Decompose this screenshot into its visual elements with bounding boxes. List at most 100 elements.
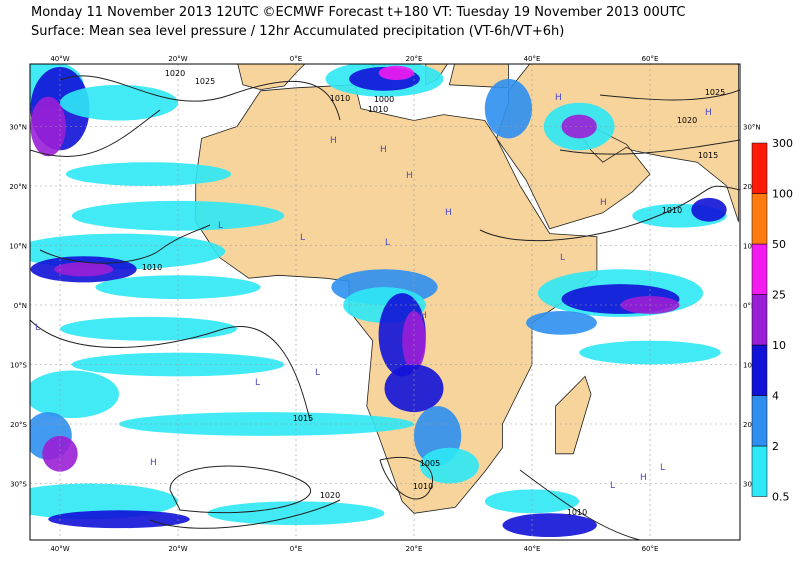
low-marker: L — [218, 221, 223, 231]
legend-label: 100 — [772, 188, 793, 201]
isobar — [169, 465, 312, 514]
low-marker: L — [660, 463, 665, 473]
precipitation-area — [384, 364, 444, 413]
isobar — [30, 109, 161, 157]
longitude-label: 40°E — [524, 545, 541, 553]
legend-label: 0.5 — [772, 491, 790, 504]
high-marker: H — [640, 473, 647, 483]
latitude-label: 10°S — [743, 362, 760, 370]
isobar-label: 1010 — [330, 94, 350, 103]
longitude-label: 20°W — [168, 55, 187, 63]
legend-label: 2 — [772, 440, 779, 453]
low-marker: L — [255, 378, 260, 388]
precipitation-area — [691, 197, 727, 222]
isobar — [519, 469, 641, 540]
land — [555, 375, 592, 455]
precipitation-area — [42, 435, 78, 472]
precipitation-area — [30, 96, 66, 157]
longitude-label: 40°E — [524, 55, 541, 63]
precipitation-area — [54, 262, 114, 277]
legend-swatch — [751, 344, 768, 396]
isobar-label: 1010 — [413, 482, 433, 491]
precipitation-area — [95, 275, 261, 300]
title: Monday 11 November 2013 12UTC ©ECMWF For… — [31, 5, 686, 20]
precipitation-area — [561, 114, 597, 139]
legend-swatch — [751, 142, 768, 194]
precipitation-area — [484, 489, 580, 514]
longitude-label: 60°E — [642, 55, 659, 63]
isobar-label: 1020 — [677, 116, 697, 125]
legend-swatch — [751, 294, 768, 346]
land — [496, 64, 739, 230]
legend-swatch — [751, 243, 768, 295]
high-marker: H — [600, 198, 607, 208]
high-marker: H — [445, 208, 452, 218]
isobar — [599, 89, 740, 101]
isobar — [479, 185, 740, 242]
low-marker: L — [300, 233, 305, 243]
latitude-label: 0°N — [743, 302, 756, 310]
latitude-label: 20°S — [10, 421, 27, 429]
longitude-label: 20°E — [406, 545, 423, 553]
precipitation-area — [30, 370, 119, 419]
isobar-label: 1015 — [698, 151, 718, 160]
precipitation-area — [60, 84, 178, 121]
longitude-label: 0°E — [290, 545, 302, 553]
precipitation-area — [30, 483, 178, 520]
legend-swatch — [751, 193, 768, 245]
longitude-label: 0°E — [290, 55, 302, 63]
latitude-label: 10°S — [10, 362, 27, 370]
precipitation-area — [502, 513, 597, 538]
high-marker: H — [420, 311, 427, 321]
isobar-label: 1000 — [374, 95, 394, 104]
isobar-label: 1020 — [320, 491, 340, 500]
low-marker: L — [560, 253, 565, 263]
precipitation-area — [60, 316, 237, 341]
high-marker: H — [555, 93, 562, 103]
longitude-label: 20°E — [406, 55, 423, 63]
latitude-label: 30°N — [9, 124, 27, 132]
precipitation-area — [207, 501, 385, 526]
longitude-label: 60°E — [642, 545, 659, 553]
low-marker: L — [35, 323, 40, 333]
legend-label: 300 — [772, 137, 793, 150]
longitude-label: 20°W — [168, 545, 187, 553]
precipitation-area — [378, 65, 414, 81]
isobar — [59, 75, 341, 121]
isobar — [379, 456, 433, 500]
low-marker: L — [60, 438, 65, 448]
high-marker: H — [705, 108, 712, 118]
isobar — [149, 499, 341, 529]
high-marker: H — [406, 171, 413, 181]
legend-swatch — [751, 445, 768, 497]
latitude-label: 30°S — [743, 481, 760, 489]
legend-label: 4 — [772, 390, 779, 403]
isobar-label: 1010 — [142, 263, 162, 272]
isobar-label: 1025 — [705, 88, 725, 97]
low-marker: L — [315, 368, 320, 378]
legend-label: 10 — [772, 339, 786, 352]
land — [448, 64, 509, 89]
isobar-label: 1010 — [662, 206, 682, 215]
precipitation-area — [526, 310, 597, 335]
isobar-label: 1010 — [567, 508, 587, 517]
high-marker: H — [150, 458, 157, 468]
precipitation-area — [579, 340, 721, 365]
latitude-label: 10°N — [9, 243, 27, 251]
isobar — [39, 224, 211, 264]
latitude-label: 30°N — [743, 124, 761, 132]
legend-label: 25 — [772, 289, 786, 302]
low-marker: L — [385, 238, 390, 248]
precipitation-area — [48, 510, 190, 529]
isobar-label: 1020 — [165, 69, 185, 78]
low-marker: L — [610, 481, 615, 491]
subtitle: Surface: Mean sea level pressure / 12hr … — [31, 24, 565, 39]
isobar-label: 1015 — [293, 414, 313, 423]
isobar-label: 1025 — [195, 77, 215, 86]
latitude-label: 0°N — [14, 302, 27, 310]
high-marker: H — [380, 145, 387, 155]
latitude-label: 20°S — [743, 421, 760, 429]
precipitation-area — [419, 447, 479, 484]
map-body: 1025102010101010100010101015102010051010… — [30, 64, 740, 540]
